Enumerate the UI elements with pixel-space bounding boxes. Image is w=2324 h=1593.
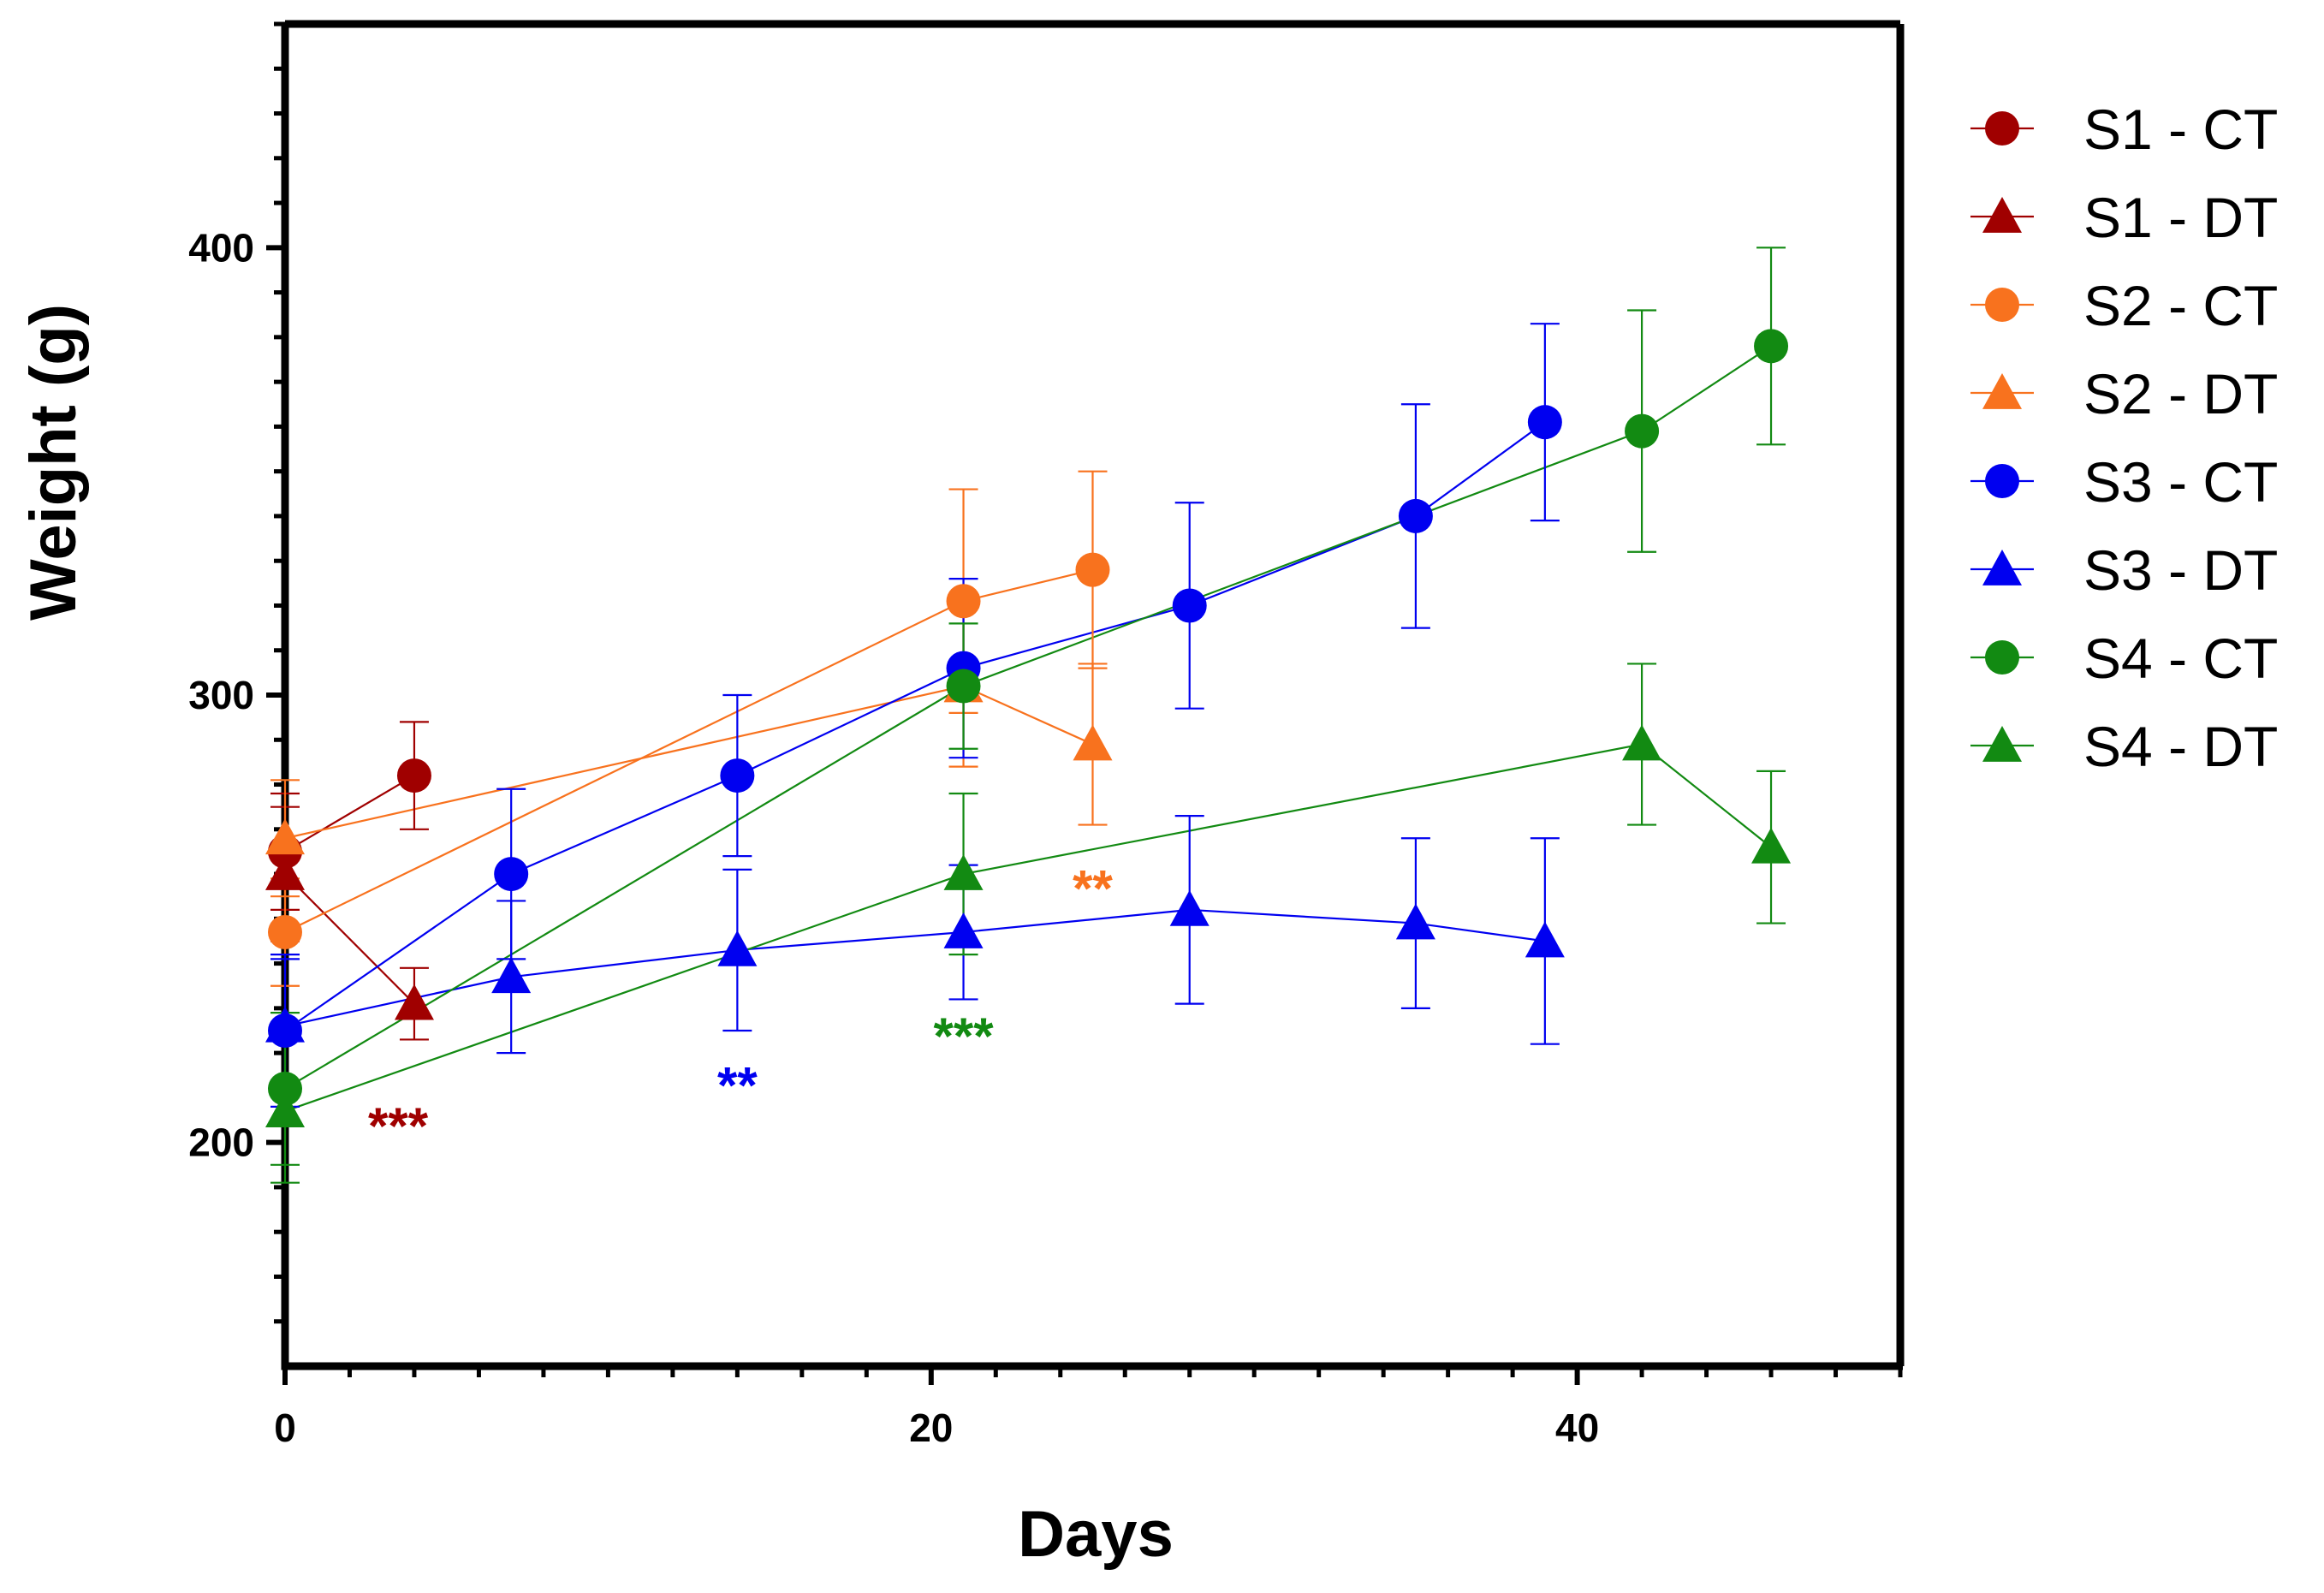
data-point-s4-dt: [1751, 827, 1792, 864]
y-tick-label: 200: [188, 1120, 254, 1165]
significance-marker: ***: [934, 1008, 995, 1065]
legend-item-s1-dt: S1 - DT: [1970, 186, 2278, 249]
data-point-s3-dt: [943, 912, 984, 948]
x-tick-label: 40: [1555, 1406, 1599, 1450]
x-tick-label: 20: [909, 1406, 953, 1450]
legend-label: S1 - CT: [2083, 98, 2278, 161]
legend-label: S1 - DT: [2083, 186, 2278, 249]
data-point-s3-ct: [720, 758, 755, 794]
data-point-s2-ct: [1075, 552, 1110, 587]
legend-circle-marker: [1985, 464, 2019, 498]
significance-marker: **: [1073, 860, 1113, 918]
significance-annotations: **********: [368, 860, 1113, 1155]
data-point-s4-ct: [1754, 329, 1789, 364]
data-point-s2-ct: [268, 915, 302, 950]
data-point-s2-dt: [265, 818, 305, 855]
legend-label: S2 - DT: [2083, 362, 2278, 425]
legend-triangle-marker: [1982, 726, 2022, 762]
data-point-s4-ct: [268, 1071, 302, 1106]
x-axis-title: Days: [1018, 1498, 1174, 1571]
axes: 200 300 400 0 20 40: [188, 20, 1905, 1450]
legend-item-s4-ct: S4 - CT: [1970, 627, 2278, 690]
significance-marker: ***: [368, 1097, 429, 1155]
significance-marker: **: [717, 1057, 758, 1115]
data-point-s3-dt: [1169, 889, 1210, 926]
data-point-s4-dt: [943, 854, 984, 890]
series-line-s4-ct: [284, 345, 1772, 1090]
y-axis-title: Weight (g): [17, 304, 90, 621]
legend-item-s2-dt: S2 - DT: [1970, 362, 2278, 425]
series-line-s4-dt: [284, 743, 1772, 1113]
legend-item-s2-ct: S2 - CT: [1970, 274, 2278, 337]
y-tick-label: 400: [188, 225, 254, 270]
data-point-s3-ct: [494, 857, 529, 892]
legend-label: S4 - DT: [2083, 715, 2278, 778]
data-point-s4-ct: [946, 669, 981, 704]
legend-circle-marker: [1985, 288, 2019, 322]
x-tick-label: 0: [274, 1406, 296, 1450]
series-lines: [284, 345, 1772, 1113]
y-tick-label: 300: [188, 673, 254, 717]
legend-triangle-marker: [1982, 197, 2022, 233]
data-point-s2-ct: [946, 584, 981, 619]
data-point-s3-ct: [1527, 405, 1562, 440]
series-line-s1-ct: [284, 775, 415, 853]
data-point-s3-ct: [1172, 588, 1207, 623]
legend-item-s1-ct: S1 - CT: [1970, 98, 2278, 161]
series-line-s3-dt: [284, 908, 1546, 1027]
data-point-s3-dt: [1525, 921, 1565, 958]
data-point-s1-ct: [396, 758, 431, 794]
data-point-s3-dt: [491, 957, 532, 994]
data-point-s3-ct: [1398, 498, 1433, 533]
legend-label: S3 - CT: [2083, 450, 2278, 514]
plot-area: [265, 247, 1792, 1184]
legend-triangle-marker: [1982, 550, 2022, 585]
data-point-s4-dt: [265, 1091, 305, 1127]
legend-triangle-marker: [1982, 373, 2022, 409]
series-line-s1-dt: [284, 873, 415, 1005]
data-point-s3-dt: [1395, 903, 1435, 940]
series-markers: [265, 329, 1792, 1127]
data-point-s3-dt: [717, 930, 758, 966]
legend-label: S4 - CT: [2083, 627, 2278, 690]
legend-item-s4-dt: S4 - DT: [1970, 715, 2278, 778]
data-point-s3-dt: [265, 1006, 305, 1043]
legend-label: S2 - CT: [2083, 274, 2278, 337]
data-point-s1-dt: [265, 854, 305, 890]
data-point-s2-dt: [1073, 724, 1113, 761]
legend-item-s3-ct: S3 - CT: [1970, 450, 2278, 514]
data-point-s4-ct: [1625, 413, 1660, 449]
legend-label: S3 - DT: [2083, 538, 2278, 602]
legend-circle-marker: [1985, 640, 2019, 675]
legend-item-s3-dt: S3 - DT: [1970, 538, 2278, 602]
legend: S1 - CT S1 - DT S2 - CT S2 - DT S3 - CT S3 - …: [1970, 98, 2278, 778]
data-point-s1-dt: [394, 984, 434, 1020]
legend-circle-marker: [1985, 111, 2019, 146]
series-line-s3-ct: [284, 421, 1546, 1031]
data-point-s4-dt: [1622, 724, 1662, 761]
